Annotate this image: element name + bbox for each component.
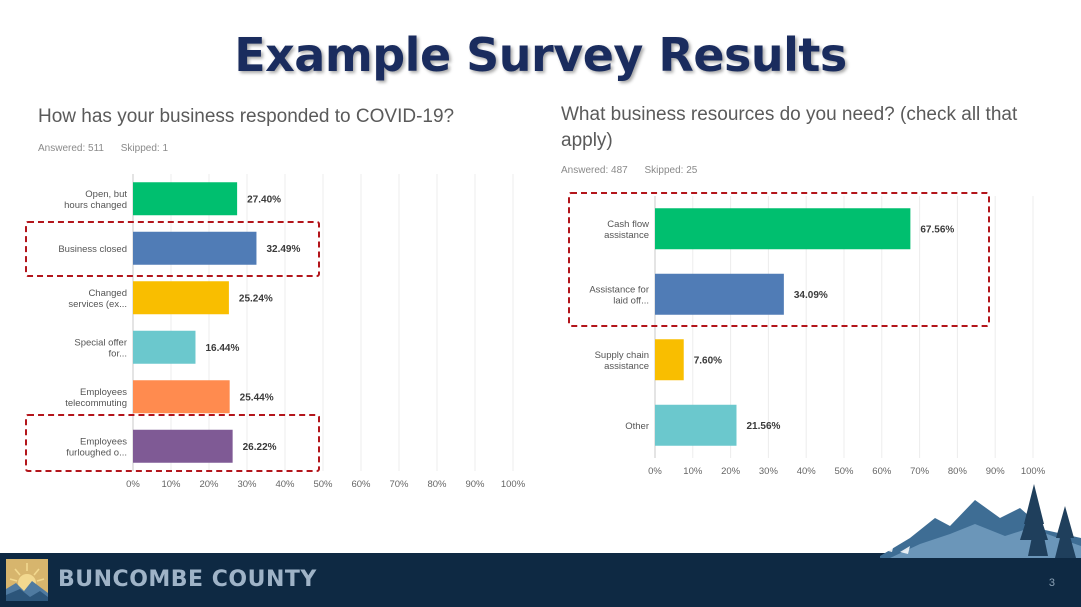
category-label: Business closed	[58, 244, 127, 255]
category-label-line: telecommuting	[65, 398, 127, 409]
bar-value-label: 16.44%	[205, 343, 239, 354]
skipped-count: Skipped: 25	[644, 165, 698, 176]
x-tick-label: 0%	[126, 479, 140, 490]
category-label-line: assistance	[604, 361, 649, 372]
x-tick-label: 90%	[986, 466, 1006, 477]
bar-value-label: 25.24%	[239, 293, 273, 304]
category-label-line: for...	[109, 348, 127, 359]
chart-meta: Answered: 511 Skipped: 1	[38, 143, 182, 154]
x-tick-label: 10%	[683, 466, 703, 477]
bar-value-label: 7.60%	[694, 355, 722, 366]
highlight-employees-furloughed	[25, 414, 320, 472]
brand-name: BUNCOMBE COUNTY	[58, 567, 317, 592]
bar	[133, 330, 196, 364]
page-number: 3	[1048, 577, 1055, 589]
category-label-line: Special offer	[74, 337, 127, 348]
chart-question: How has your business responded to COVID…	[38, 106, 455, 127]
x-tick-label: 90%	[465, 479, 485, 490]
x-tick-label: 20%	[721, 466, 741, 477]
category-label: Supply chain assistance	[595, 350, 649, 372]
bar	[133, 429, 233, 463]
x-tick-label: 10%	[161, 479, 181, 490]
bar-value-label: 26.22%	[243, 442, 277, 453]
x-tick-label: 70%	[389, 479, 409, 490]
bar-chart-svg: 0% 10% 20% 30% 40% 50% 60% 70% 80% 90% 100% 67.56% C…	[589, 196, 1046, 477]
category-label: Special offer for...	[74, 337, 127, 359]
x-tick-label: 80%	[427, 479, 447, 490]
category-label-line: Changed	[88, 288, 127, 299]
answered-count: Answered: 487	[561, 165, 628, 176]
x-tick-label: 0%	[648, 466, 662, 477]
chart-resources-needed: What business resources do you need? (ch…	[561, 104, 1046, 477]
category-label: Employees furloughed o...	[66, 436, 127, 458]
x-tick-label: 30%	[759, 466, 779, 477]
bar-value-label: 34.09%	[794, 290, 828, 301]
x-tick-label: 40%	[275, 479, 295, 490]
bar	[655, 404, 737, 446]
chart-business-response: How has your business responded to COVID…	[0, 0, 540, 500]
x-tick-label: 40%	[797, 466, 817, 477]
highlight-cash-flow-and-laid-off	[568, 192, 990, 327]
bar-value-label: 32.49%	[266, 244, 300, 255]
bar	[133, 281, 229, 315]
category-label-line: Employees	[80, 387, 127, 398]
x-tick-label: 50%	[834, 466, 854, 477]
category-label-line: furloughed o...	[66, 447, 127, 458]
x-tick-label: 100%	[501, 479, 526, 490]
mountains-icon	[880, 484, 1081, 558]
bar	[133, 231, 257, 265]
x-tick-label: 20%	[199, 479, 219, 490]
x-tick-label: 60%	[872, 466, 892, 477]
county-logo-icon	[6, 559, 48, 601]
highlight-business-closed	[25, 221, 320, 277]
category-label-line: Cash flow	[607, 219, 649, 230]
category-label-line: laid off...	[613, 295, 649, 306]
bar	[133, 182, 238, 216]
category-label-line: Open, but	[85, 189, 127, 200]
bar	[655, 273, 784, 315]
bar	[133, 380, 230, 414]
category-label-line: Assistance for	[589, 284, 649, 295]
x-tick-label: 100%	[1021, 466, 1046, 477]
bar-value-label: 67.56%	[920, 224, 954, 235]
chart-meta: Answered: 487 Skipped: 25	[561, 165, 711, 176]
chart-question: What business resources do you need? (ch…	[561, 104, 1018, 151]
category-label-line: hours changed	[64, 200, 127, 211]
slide-title: Example Survey Results	[234, 28, 847, 82]
bar-value-label: 25.44%	[240, 392, 274, 403]
category-label: Changed services (ex...	[68, 288, 127, 310]
x-tick-label: 80%	[948, 466, 968, 477]
x-tick-label: 30%	[237, 479, 257, 490]
answered-count: Answered: 511	[38, 143, 104, 154]
category-label-line: Business closed	[58, 244, 127, 255]
footer-bar: BUNCOMBE COUNTY 3	[0, 553, 1081, 607]
bar-chart-svg: 0% 10% 20% 30% 40% 50% 60% 70% 80% 90% 100% 27.40% O…	[58, 174, 526, 490]
category-label-line: Other	[625, 421, 649, 432]
bar-value-label: 27.40%	[247, 194, 281, 205]
x-tick-label: 50%	[313, 479, 333, 490]
category-label-line: Employees	[80, 436, 127, 447]
x-tick-label: 70%	[910, 466, 930, 477]
x-tick-label: 60%	[351, 479, 371, 490]
category-label: Open, but hours changed	[64, 189, 127, 211]
bar	[655, 208, 911, 250]
category-label: Cash flow assistance	[604, 219, 649, 241]
category-label-line: assistance	[604, 230, 649, 241]
category-label: Employees telecommuting	[65, 387, 127, 409]
skipped-count: Skipped: 1	[120, 143, 169, 154]
category-label: Other	[625, 421, 649, 432]
category-label-line: services (ex...	[68, 299, 127, 310]
category-label: Assistance for laid off...	[589, 284, 649, 306]
category-label-line: Supply chain	[595, 350, 649, 361]
bar-value-label: 21.56%	[746, 421, 780, 432]
bar	[655, 339, 684, 381]
